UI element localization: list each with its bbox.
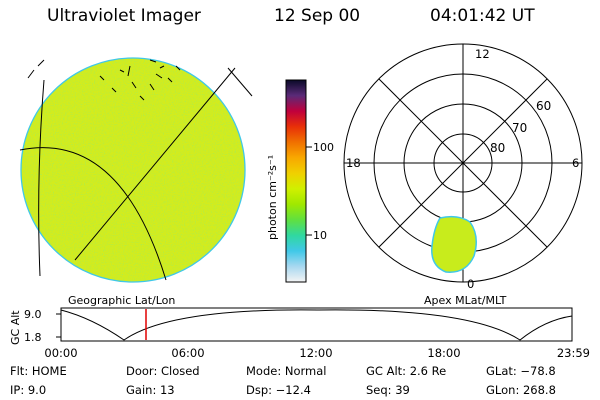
info-gain: Gain: 13 [126, 383, 175, 397]
xtick-2359: 23:59 [556, 346, 590, 360]
info-ip: IP: 9.0 [10, 383, 47, 397]
mlat-label-70: 70 [512, 121, 527, 135]
mlt-label-6: 6 [572, 156, 579, 170]
altitude-frame [60, 307, 573, 342]
colorbar-label-100: 100 [313, 141, 334, 154]
info-glat: GLat: −78.8 [486, 364, 556, 378]
colorbar: 100 10 photon cm⁻²s⁻¹ [266, 79, 334, 283]
disk-texture [21, 58, 245, 282]
xtick-0000: 00:00 [44, 346, 78, 360]
disk-limb [20, 57, 246, 283]
geo-grid [19, 67, 253, 281]
altitude-ylabel: GC Alt [9, 310, 22, 345]
date-label: 12 Sep 00 [274, 6, 361, 26]
info-glon: GLon: 268.8 [486, 383, 556, 397]
time-label: 04:01:42 UT [430, 6, 535, 26]
info-flight: Flt: HOME [10, 364, 67, 378]
meridian-line [74, 67, 236, 261]
info-gc-alt: GC Alt: 2.6 Re [366, 364, 447, 378]
mlt-label-12: 12 [475, 47, 490, 61]
info-door: Door: Closed [126, 364, 200, 378]
meridian-line-left [38, 79, 45, 277]
xtick-1800: 18:00 [427, 346, 461, 360]
ytick-label-1-8: 1.8 [24, 331, 42, 344]
coastline-fragments [27, 59, 181, 101]
info-seq: Seq: 39 [366, 383, 410, 397]
aurora-blob [431, 215, 477, 273]
polar-diagonal-2 [378, 78, 548, 248]
altitude-plot: 9.0 1.8 GC Alt [9, 307, 573, 345]
xtick-0600: 06:00 [171, 346, 205, 360]
mlat-label-80: 80 [490, 141, 505, 155]
polar-plot: 12 18 6 0 60 70 80 [343, 43, 583, 291]
info-mode: Mode: Normal [246, 364, 327, 378]
ytick-label-9: 9.0 [24, 308, 42, 321]
altitude-curve [60, 309, 573, 341]
colorbar-unit-label: photon cm⁻²s⁻¹ [266, 155, 279, 240]
info-dsp: Dsp: −12.4 [246, 383, 311, 397]
mlt-label-0: 0 [467, 277, 474, 291]
geographic-panel-label: Geographic Lat/Lon [68, 294, 176, 307]
polar-panel-label: Apex MLat/MLT [424, 294, 507, 307]
instrument-title: Ultraviolet Imager [47, 6, 201, 26]
colorbar-scale [285, 79, 307, 283]
latitude-circle [19, 147, 167, 281]
xtick-1200: 12:00 [299, 346, 333, 360]
mlat-label-60: 60 [536, 99, 551, 113]
grid-fragment [227, 67, 253, 97]
mlt-label-18: 18 [346, 156, 361, 170]
geographic-image [19, 57, 253, 283]
colorbar-label-10: 10 [313, 229, 327, 242]
